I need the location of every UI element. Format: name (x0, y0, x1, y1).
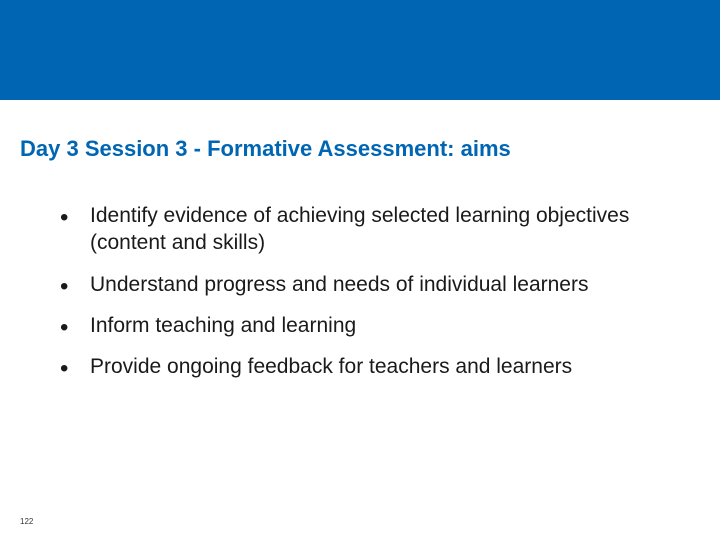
bullet-item: Provide ongoing feedback for teachers an… (60, 353, 680, 380)
bullet-item: Inform teaching and learning (60, 312, 680, 339)
slide-title: Day 3 Session 3 - Formative Assessment: … (0, 100, 720, 162)
bullet-item: Identify evidence of achieving selected … (60, 202, 680, 257)
page-number: 122 (20, 517, 33, 526)
bullet-item: Understand progress and needs of individ… (60, 271, 680, 298)
content-area: Identify evidence of achieving selected … (0, 162, 720, 380)
bullet-list: Identify evidence of achieving selected … (60, 202, 680, 380)
header-band (0, 0, 720, 100)
